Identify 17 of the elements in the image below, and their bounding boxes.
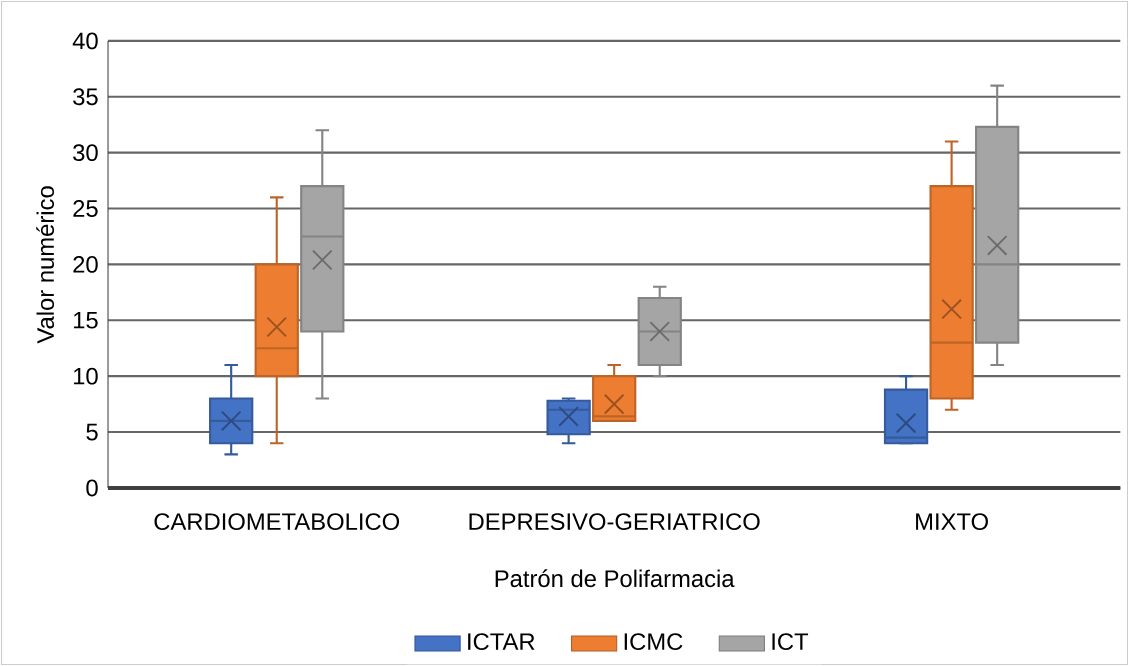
y-tick-label: 40 xyxy=(72,32,98,50)
y-tick-label: 10 xyxy=(74,367,98,385)
x-axis-title: Patrón de Polifarmacia xyxy=(495,569,735,588)
y-axis-title: Valor numérico xyxy=(36,186,55,344)
x-tick-label: CARDIOMETABOLICO xyxy=(154,513,400,531)
y-tick-label: 0 xyxy=(86,479,98,497)
legend-label: ICT xyxy=(772,633,809,651)
y-tick-label: 30 xyxy=(73,144,98,162)
legend-label: ICMC xyxy=(624,633,683,651)
y-tick-label: 15 xyxy=(74,312,98,329)
y-tick-label: 5 xyxy=(86,423,98,441)
y-tick-label: 25 xyxy=(73,200,98,217)
y-tick-label: 20 xyxy=(73,255,98,273)
y-tick-label: 35 xyxy=(73,88,98,106)
x-tick-label: MIXTO xyxy=(916,513,988,531)
x-tick-label: DEPRESIVO-GERIATRICO xyxy=(469,513,760,531)
legend-label: ICTAR xyxy=(468,633,535,651)
